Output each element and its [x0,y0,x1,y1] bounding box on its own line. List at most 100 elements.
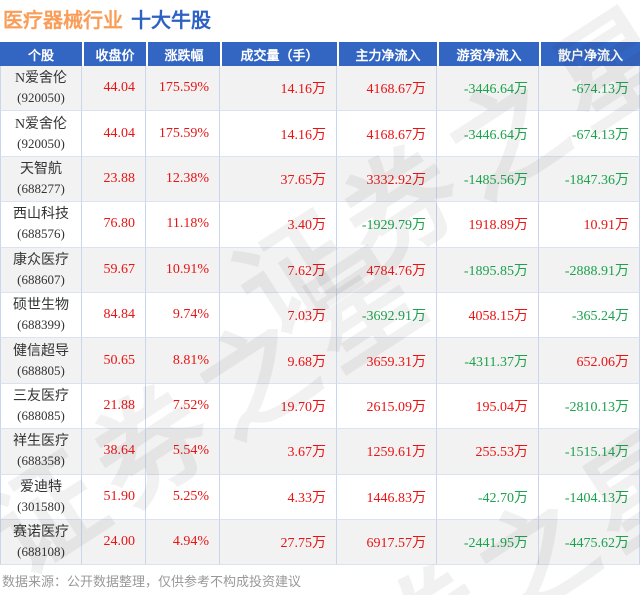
stock-name: 天智航 [20,161,62,177]
volume-cell: 14.16万 [220,111,337,157]
hot-money-inflow-cell: 1918.89万 [437,202,539,248]
close-price-cell: 50.65 [82,338,146,384]
col-header-retail-inflow: 散户净流入 [539,42,640,66]
stocks-table: 个股 收盘价 涨跌幅 成交量（手） 主力净流入 游资净流入 散户净流入 N爱舍伦… [0,42,640,566]
close-price-cell: 38.64 [82,429,146,475]
stock-code: (688399) [17,317,65,333]
hot-money-inflow-cell: 4058.15万 [437,292,539,339]
change-percent-cell: 4.94% [146,519,220,566]
hot-money-inflow-cell: -42.70万 [437,474,539,520]
retail-inflow-cell: -4475.62万 [539,519,640,566]
stock-cell: N爱舍伦 (920050) [0,111,82,157]
retail-inflow-cell: -365.24万 [539,292,640,339]
retail-inflow-cell: -2810.13万 [539,383,640,430]
main-inflow-cell: 1259.61万 [337,429,437,475]
stock-code: (920050) [17,135,65,151]
main-inflow-cell: 3659.31万 [337,338,437,384]
stock-code: (688358) [17,453,65,469]
main-inflow-cell: 4168.67万 [337,111,437,157]
close-price-cell: 21.88 [82,383,146,430]
close-price-cell: 51.90 [82,474,146,520]
close-price-cell: 84.84 [82,292,146,339]
close-price-cell: 24.00 [82,519,146,566]
change-percent-cell: 11.18% [146,202,220,248]
retail-inflow-cell: 10.91万 [539,202,640,248]
title-suffix: 十大牛股 [131,10,211,32]
hot-money-inflow-cell: 255.53万 [437,429,539,475]
stock-name: 三友医疗 [13,388,69,404]
retail-inflow-cell: -1847.36万 [539,156,640,203]
change-percent-cell: 12.38% [146,156,220,203]
volume-cell: 3.40万 [220,202,337,248]
volume-cell: 7.03万 [220,292,337,339]
stock-cell: 三友医疗 (688085) [0,383,82,430]
retail-inflow-cell: 652.06万 [539,338,640,384]
stock-name: N爱舍伦 [14,71,68,87]
close-price-cell: 76.80 [82,202,146,248]
main-inflow-cell: 4168.67万 [337,66,437,112]
stock-code: (301580) [17,498,65,514]
stock-code: (688277) [17,180,65,196]
col-header-volume: 成交量（手） [220,42,337,66]
page-title: 医疗器械行业 十大牛股 [3,4,211,33]
volume-cell: 27.75万 [220,519,337,566]
stock-name: 西山科技 [13,207,69,223]
volume-cell: 19.70万 [220,383,337,430]
change-percent-cell: 175.59% [146,111,220,157]
main-inflow-cell: 4784.76万 [337,247,437,293]
stock-name: N爱舍伦 [14,116,68,132]
stock-cell: 祥生医疗 (688358) [0,429,82,475]
stock-cell: 硕世生物 (688399) [0,292,82,339]
volume-cell: 4.33万 [220,474,337,520]
col-header-hot-money: 游资净流入 [437,42,539,66]
col-header-change: 涨跌幅 [146,42,220,66]
col-header-main-inflow: 主力净流入 [337,42,437,66]
retail-inflow-cell: -2888.91万 [539,247,640,293]
stock-name: 爱迪特 [20,479,62,495]
close-price-cell: 23.88 [82,156,146,203]
close-price-cell: 44.04 [82,66,146,112]
stock-cell: 天智航 (688277) [0,156,82,203]
stock-code: (688607) [17,271,65,287]
main-inflow-cell: 1446.83万 [337,474,437,520]
hot-money-inflow-cell: -1485.56万 [437,156,539,203]
retail-inflow-cell: -674.13万 [539,111,640,157]
stock-code: (688805) [17,362,65,378]
retail-inflow-cell: -1404.13万 [539,474,640,520]
col-header-close: 收盘价 [82,42,146,66]
close-price-cell: 59.67 [82,247,146,293]
retail-inflow-cell: -674.13万 [539,66,640,112]
industry-title: 医疗器械行业 [3,10,123,32]
hot-money-inflow-cell: -3446.64万 [437,66,539,112]
stock-name: 健信超导 [13,343,69,359]
hot-money-inflow-cell: 195.04万 [437,383,539,430]
stock-name: 赛诺医疗 [13,525,69,541]
change-percent-cell: 9.74% [146,292,220,339]
stock-cell: 爱迪特 (301580) [0,474,82,520]
stock-cell: 西山科技 (688576) [0,202,82,248]
change-percent-cell: 7.52% [146,383,220,430]
stock-code: (920050) [17,90,65,106]
stock-cell: 赛诺医疗 (688108) [0,519,82,566]
stock-cell: N爱舍伦 (920050) [0,66,82,112]
main-inflow-cell: -1929.79万 [337,202,437,248]
volume-cell: 7.62万 [220,247,337,293]
close-price-cell: 44.04 [82,111,146,157]
retail-inflow-cell: -1515.14万 [539,429,640,475]
change-percent-cell: 5.25% [146,474,220,520]
stock-code: (688576) [17,226,65,242]
stock-name: 硕世生物 [13,298,69,314]
change-percent-cell: 175.59% [146,66,220,112]
stock-code: (688085) [17,407,65,423]
hot-money-inflow-cell: -2441.95万 [437,519,539,566]
main-inflow-cell: 6917.57万 [337,519,437,566]
change-percent-cell: 8.81% [146,338,220,384]
stock-code: (688108) [17,544,65,560]
volume-cell: 3.67万 [220,429,337,475]
hot-money-inflow-cell: -1895.85万 [437,247,539,293]
change-percent-cell: 5.54% [146,429,220,475]
data-source-note: 数据来源：公开数据整理，仅供参考不构成投资建议 [2,574,302,589]
stock-cell: 健信超导 (688805) [0,338,82,384]
col-header-stock: 个股 [0,42,82,66]
